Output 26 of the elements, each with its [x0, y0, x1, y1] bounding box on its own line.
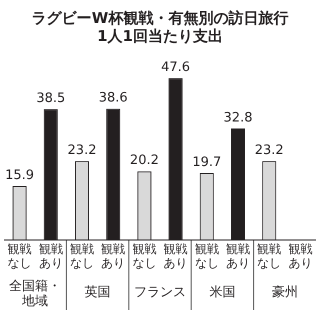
data-label: 23.2	[68, 142, 96, 158]
series-label: 観戦あり	[164, 242, 188, 270]
chart-subtitle: 1人1回当たり支出	[97, 26, 223, 45]
text: 観戦あり	[226, 242, 250, 270]
text: 観戦あり	[101, 242, 126, 270]
series-label: 観戦なし	[257, 242, 282, 270]
data-label: 38.5	[36, 90, 66, 106]
data-label: 23.2	[254, 142, 284, 158]
text: 観戦あり	[38, 242, 63, 270]
text: 観戦なし	[132, 242, 156, 270]
text: 観戦なし	[8, 242, 32, 270]
data-label: 47.6	[161, 60, 190, 76]
chart-title: ラグビーW杯観戦・有無別の訪日旅行	[32, 8, 288, 27]
x-tick-label: フランス	[134, 284, 186, 300]
x-tick-label: 米国	[209, 284, 236, 300]
text: 観戦なし	[70, 242, 94, 270]
x-tick-label: 英国	[84, 284, 111, 300]
data-label: 19.7	[192, 154, 222, 170]
data-label: 38.6	[98, 90, 128, 106]
text: 観戦なし	[194, 242, 219, 270]
text: 観戦あり	[288, 242, 312, 270]
data-label: 20.2	[130, 153, 159, 168]
data-label: 32.8	[224, 110, 252, 126]
x-tick-label: 豪州	[272, 284, 298, 300]
x-tick-label: 全国籍・地域	[9, 278, 62, 309]
data-label: 15.9	[5, 168, 34, 183]
